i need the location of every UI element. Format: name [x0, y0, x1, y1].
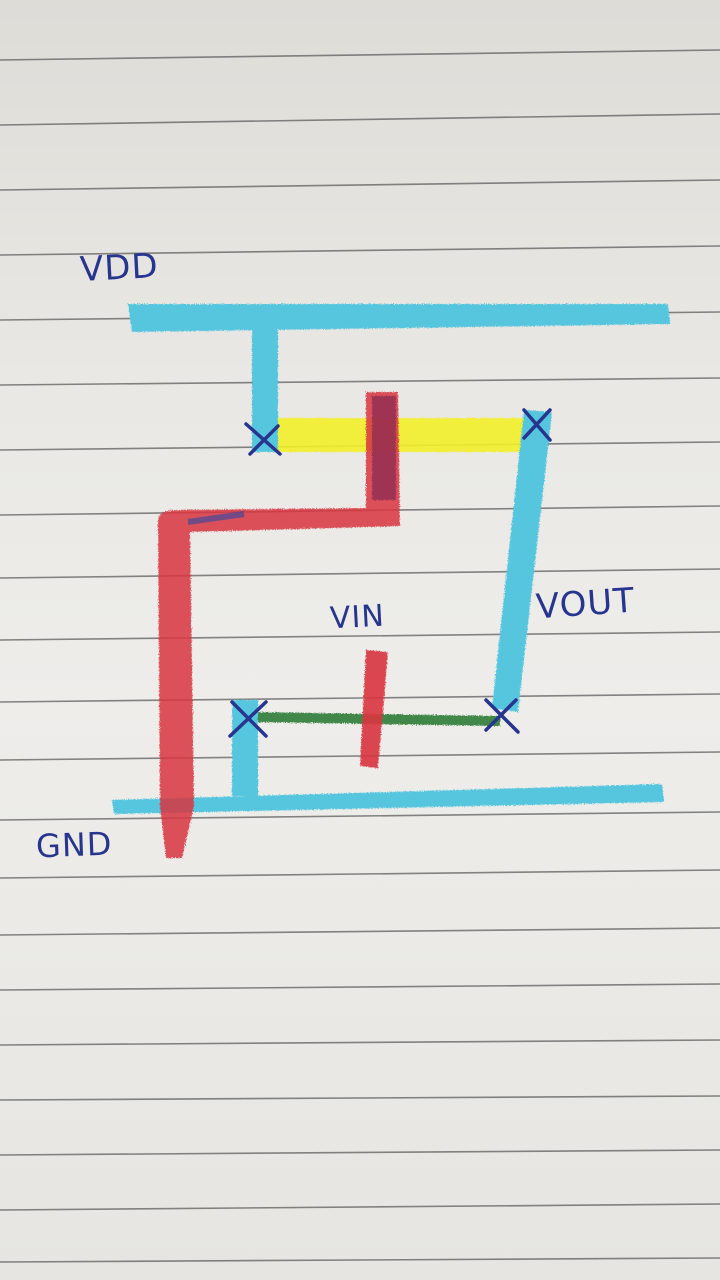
vin-label: VIN — [329, 598, 386, 637]
vdd-rail — [128, 304, 670, 332]
contact-nmos-source — [228, 700, 268, 738]
ruled-lines — [0, 49, 720, 1263]
contact-nmos-drain — [484, 698, 520, 734]
poly-pen-mark — [187, 511, 245, 525]
contact-pmos-drain — [522, 408, 552, 442]
nmos-gate — [360, 650, 388, 768]
poly-gate-path — [158, 392, 400, 858]
vdd-label: VDD — [79, 245, 160, 291]
vout-metal — [492, 410, 552, 712]
pmos-gate — [372, 396, 396, 500]
gnd-rail — [112, 784, 664, 814]
contact-pmos-source — [244, 422, 282, 456]
vout-label: VOUT — [534, 580, 637, 628]
p-diffusion — [268, 418, 530, 452]
gnd-label: GND — [35, 824, 114, 866]
